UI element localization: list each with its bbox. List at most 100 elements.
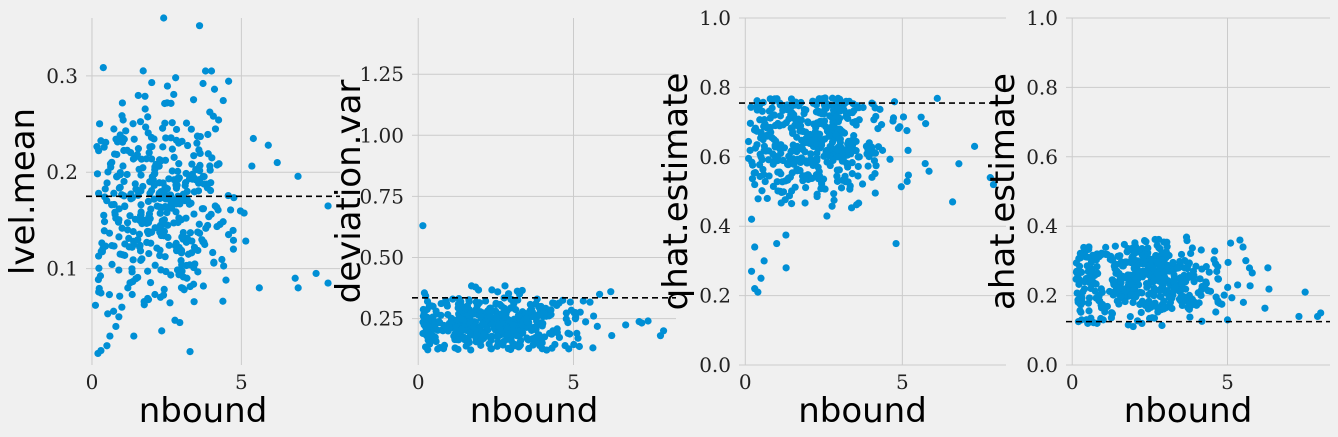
data-point — [769, 160, 777, 168]
data-point — [1212, 308, 1220, 316]
data-point — [118, 191, 126, 199]
data-point — [576, 308, 584, 316]
data-point — [109, 307, 118, 315]
x-tick-label: 5 — [235, 370, 248, 394]
data-point — [796, 127, 804, 135]
data-point — [1202, 263, 1210, 271]
data-point — [1224, 283, 1232, 292]
data-point — [494, 333, 502, 341]
data-point — [747, 267, 756, 275]
data-point — [230, 194, 238, 202]
y-tick-label: 0.4 — [1026, 214, 1058, 238]
data-point — [582, 318, 590, 326]
data-point — [225, 77, 233, 85]
data-point — [291, 274, 299, 282]
chart-panel-4: 0 5 0.0 0.2 0.4 0.6 0.8 1.0 nbound ahat.estimate — [983, 6, 1330, 431]
data-point — [566, 330, 574, 338]
data-point — [1083, 253, 1092, 261]
data-point — [495, 322, 503, 330]
data-point — [659, 327, 668, 335]
data-point — [1111, 242, 1119, 250]
data-point — [426, 340, 434, 348]
data-point — [113, 150, 121, 159]
data-point — [765, 172, 773, 180]
data-point — [1120, 273, 1129, 282]
data-point — [1142, 238, 1150, 246]
data-point — [1173, 264, 1181, 272]
data-point — [789, 128, 797, 136]
data-point — [95, 120, 104, 128]
data-point — [144, 218, 153, 227]
data-point — [566, 298, 574, 306]
data-point — [1092, 280, 1100, 288]
data-point — [1184, 261, 1192, 269]
data-point — [477, 312, 485, 320]
data-point — [762, 147, 770, 155]
data-point — [871, 170, 879, 178]
data-point — [1264, 264, 1272, 272]
data-point — [139, 164, 147, 172]
data-point — [130, 241, 138, 249]
data-point — [823, 212, 831, 220]
data-point — [163, 82, 172, 90]
data-point — [207, 210, 215, 218]
data-point — [540, 333, 549, 341]
data-point — [1126, 312, 1134, 321]
data-point — [150, 170, 158, 178]
data-point — [828, 202, 836, 210]
data-point — [854, 153, 862, 161]
data-point — [894, 124, 902, 132]
data-point — [855, 104, 863, 112]
data-point — [762, 122, 770, 130]
data-point — [178, 137, 186, 145]
data-point — [1214, 298, 1222, 306]
data-point — [158, 327, 166, 335]
data-point — [146, 279, 155, 287]
data-point — [760, 257, 768, 265]
y-axis-label: ahat.estimate — [983, 73, 1023, 310]
data-point — [889, 117, 897, 125]
data-point — [1220, 291, 1228, 299]
data-point — [156, 246, 164, 254]
data-point — [514, 311, 523, 319]
data-point — [547, 311, 555, 319]
data-point — [1152, 303, 1160, 311]
data-point — [500, 308, 508, 317]
data-point — [199, 79, 207, 88]
data-point — [570, 340, 578, 349]
data-point — [748, 175, 757, 183]
data-point — [145, 213, 153, 221]
data-point — [1139, 260, 1147, 268]
data-point — [128, 268, 136, 276]
data-point — [1160, 297, 1168, 305]
data-point — [137, 171, 145, 179]
data-point — [1162, 249, 1171, 258]
data-point — [574, 334, 582, 342]
data-point — [501, 282, 509, 290]
data-point — [152, 160, 160, 168]
data-point — [145, 149, 153, 157]
data-point — [515, 342, 523, 350]
data-point — [1139, 269, 1147, 277]
data-point — [177, 249, 186, 257]
x-axis-label: nbound — [798, 391, 927, 431]
data-point — [211, 125, 220, 133]
data-point — [899, 113, 908, 121]
data-point — [1171, 283, 1179, 292]
data-point — [184, 141, 192, 150]
data-point — [136, 243, 144, 251]
data-point — [837, 184, 846, 192]
data-point — [145, 249, 153, 258]
data-point — [852, 121, 860, 129]
data-point — [1176, 274, 1185, 282]
data-point — [218, 255, 226, 264]
data-point — [872, 162, 880, 170]
data-point — [813, 192, 821, 201]
y-tick-label: 0.2 — [699, 284, 731, 308]
data-point — [782, 231, 790, 239]
data-point — [160, 192, 168, 200]
data-point — [130, 332, 138, 340]
data-point — [830, 190, 838, 198]
data-point — [1197, 246, 1205, 254]
data-point — [437, 299, 445, 308]
